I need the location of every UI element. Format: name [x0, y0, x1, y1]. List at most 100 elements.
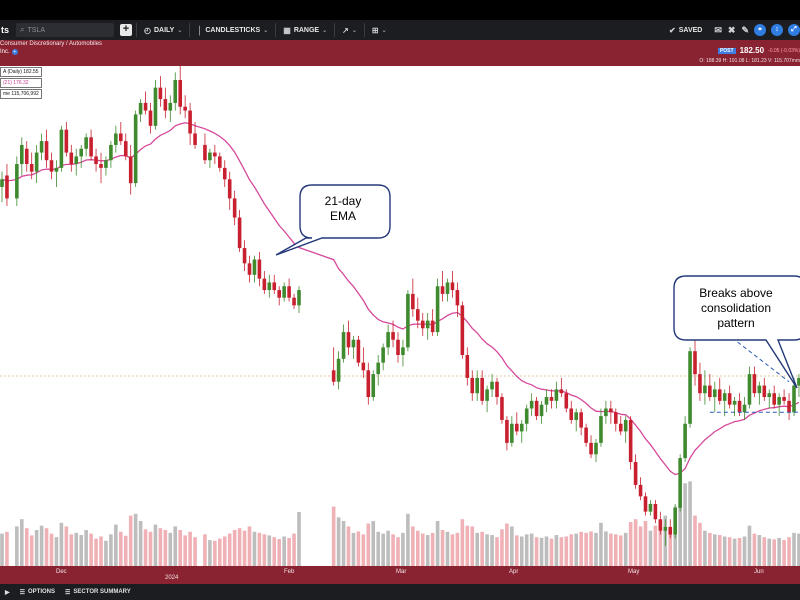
candle-body: [29, 164, 34, 172]
candle-body: [242, 248, 247, 264]
chevron-down-icon: ⌄: [351, 27, 357, 34]
candle-body: [717, 389, 722, 401]
range-dropdown[interactable]: ▦ RANGE ⌄: [280, 26, 330, 35]
options-button[interactable]: ☰ OPTIONS: [20, 589, 55, 596]
candle-body: [435, 286, 440, 333]
volume-bar: [470, 526, 475, 566]
period-dropdown[interactable]: ◴ DAILY ⌄: [141, 26, 185, 35]
crosshair-icon[interactable]: ⌖: [754, 24, 766, 36]
volume-bar: [84, 530, 88, 566]
volume-bar: [708, 532, 712, 566]
candle-body: [703, 385, 707, 394]
breakout-callout-line1: Breaks above: [699, 286, 773, 300]
volume-bar: [757, 535, 762, 566]
volume-bar: [480, 531, 484, 566]
volume-bar: [648, 530, 653, 566]
candle-body: [618, 423, 623, 432]
volume-bar: [485, 534, 489, 566]
candle-body: [94, 156, 98, 165]
candle-body: [693, 351, 697, 375]
price-chart[interactable]: [0, 66, 800, 566]
candle-body: [564, 393, 569, 409]
candle-body: [406, 293, 410, 348]
candle-body: [752, 374, 757, 394]
vertical-move-icon[interactable]: ↕: [771, 24, 783, 36]
saved-status-button[interactable]: ✔ SAVED: [669, 26, 702, 35]
volume-bar: [272, 537, 277, 566]
sector-summary-button[interactable]: ☰ SECTOR SUMMARY: [65, 589, 131, 596]
chart-type-dropdown[interactable]: │ CANDLESTICKS ⌄: [194, 26, 271, 35]
candle-body: [539, 404, 544, 417]
layout-dropdown[interactable]: ⊞ ⌄: [369, 26, 390, 35]
volume-bar: [579, 531, 583, 566]
candle-body: [133, 114, 138, 184]
volume-bar: [445, 531, 450, 566]
candle-body: [529, 400, 534, 409]
candle-body: [678, 458, 682, 508]
volume-bar: [0, 533, 4, 566]
volume-bar: [292, 533, 296, 566]
volume-bar: [89, 533, 93, 566]
volume-bar: [529, 533, 534, 566]
candle-body: [732, 400, 737, 405]
volume-bar: [366, 523, 371, 566]
toolbar-divider: [189, 23, 191, 37]
candle-body: [148, 110, 153, 126]
candle-body: [519, 423, 524, 432]
volume-bar: [668, 530, 673, 566]
volume-bar: [594, 532, 598, 566]
candle-body: [465, 355, 470, 378]
volume-bar: [510, 526, 514, 566]
post-market-badge: POST: [717, 47, 736, 54]
ema-line: [1, 122, 800, 476]
volume-bar: [604, 531, 608, 566]
comment-icon[interactable]: ✉: [714, 24, 722, 35]
bottom-toolbar: ▶ ☰ OPTIONS ☰ SECTOR SUMMARY: [0, 584, 800, 600]
symbol-search-input[interactable]: ⌕ TSLA: [16, 23, 114, 37]
candle-body: [361, 362, 366, 371]
candle-body: [84, 137, 88, 149]
volume-bar: [406, 513, 410, 566]
candle-body: [569, 408, 574, 420]
candle-body: [544, 397, 549, 405]
candle-body: [227, 179, 232, 199]
volume-bar: [787, 537, 791, 566]
volume-bar: [346, 526, 351, 566]
volume-bar: [450, 534, 455, 566]
volume-bar: [247, 526, 252, 566]
volume-bar: [688, 481, 692, 566]
play-icon[interactable]: ▶: [5, 589, 10, 596]
candle-body: [34, 152, 39, 172]
candle-body: [0, 179, 4, 187]
candle-body: [792, 385, 796, 413]
volume-bar: [391, 534, 395, 566]
expand-icon[interactable]: ⤢: [788, 24, 800, 36]
candle-body: [411, 293, 415, 310]
candle-body: [163, 99, 168, 111]
chart-area[interactable]: [0, 66, 800, 566]
candle-body: [708, 385, 712, 398]
candle-body: [213, 152, 217, 157]
volume-bar: [232, 530, 237, 566]
candle-body: [401, 347, 405, 356]
candle-body: [143, 102, 148, 111]
candle-body: [222, 167, 227, 180]
volume-bar: [24, 528, 29, 566]
add-symbol-button[interactable]: +: [120, 24, 132, 36]
volume-bar: [559, 537, 564, 566]
draw-tool-icon[interactable]: ✎: [741, 24, 749, 35]
volume-bar: [341, 521, 346, 566]
candle-body: [257, 259, 262, 279]
sector-label: Consumer Discretionary / Automobiles: [0, 41, 103, 47]
volume-bar: [297, 512, 301, 566]
trash-icon[interactable]: ✖: [727, 24, 736, 35]
candle-body: [505, 419, 509, 443]
volume-bar: [752, 533, 757, 566]
candle-body: [292, 297, 296, 306]
candle-body: [178, 80, 182, 107]
add-watchlist-icon[interactable]: +: [11, 49, 18, 55]
indicators-dropdown[interactable]: ↗ ⌄: [339, 26, 360, 35]
volume-bar: [356, 531, 361, 566]
candle-body: [475, 377, 479, 394]
candle-body: [49, 160, 54, 172]
